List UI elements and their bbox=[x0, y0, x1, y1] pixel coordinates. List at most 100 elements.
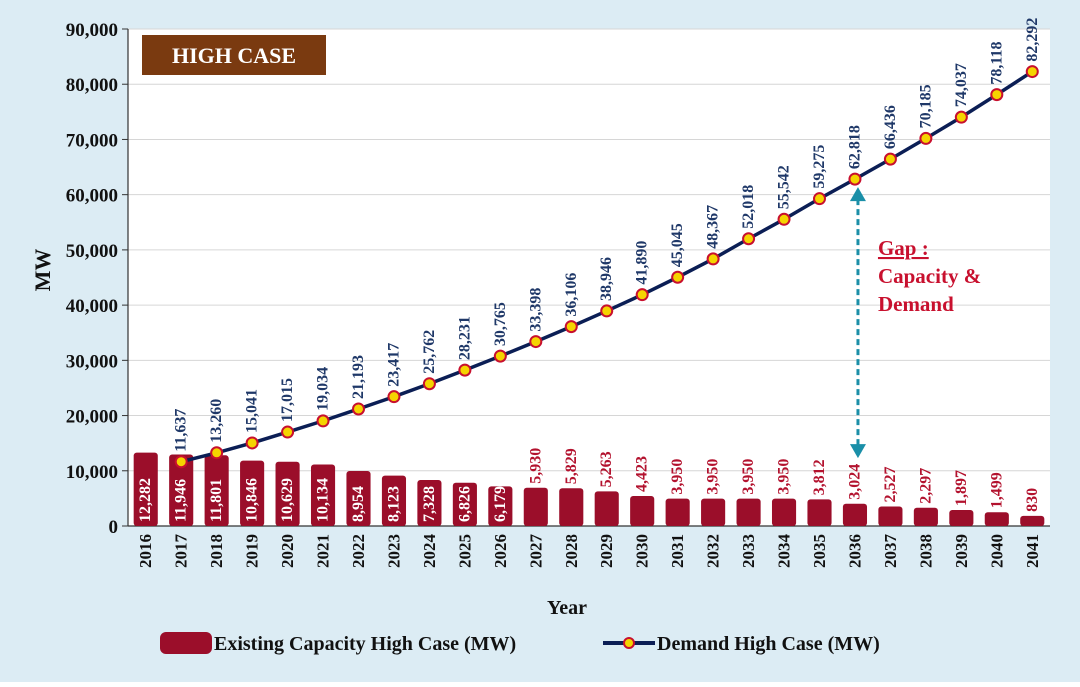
capacity-bar-label: 1,897 bbox=[953, 470, 970, 506]
x-tick-label: 2030 bbox=[633, 534, 652, 568]
axes: 0 10,000 20,000 30,000 40,000 50,000 60,000 70,… bbox=[66, 20, 1050, 568]
capacity-bar-label: 11,801 bbox=[208, 479, 225, 522]
x-tick-label: 2019 bbox=[243, 534, 262, 568]
legend-demand-label: Demand High Case (MW) bbox=[657, 633, 880, 655]
capacity-bar bbox=[1020, 515, 1045, 526]
demand-label: 41,890 bbox=[634, 241, 651, 285]
capacity-bar-label: 10,629 bbox=[279, 478, 296, 522]
demand-label: 30,765 bbox=[492, 302, 509, 346]
demand-point bbox=[387, 390, 401, 404]
capacity-bar bbox=[878, 506, 903, 526]
capacity-bar-label: 11,946 bbox=[173, 479, 190, 522]
demand-label: 70,185 bbox=[917, 84, 934, 128]
demand-point bbox=[210, 446, 224, 460]
legend-item-capacity: Existing Capacity High Case (MW) bbox=[160, 632, 516, 655]
demand-point bbox=[671, 270, 685, 284]
capacity-bar bbox=[310, 464, 336, 526]
capacity-bar-label: 3,950 bbox=[705, 459, 722, 495]
y-tick-label: 90,000 bbox=[66, 20, 118, 41]
capacity-bar-label: 10,846 bbox=[244, 478, 261, 522]
plot-area bbox=[128, 29, 1050, 526]
capacity-bar-label: 6,179 bbox=[492, 486, 509, 522]
y-tick-label: 40,000 bbox=[66, 296, 118, 317]
x-tick-label: 2021 bbox=[314, 534, 333, 568]
capacity-bar-label: 8,123 bbox=[385, 486, 402, 522]
demand-point bbox=[174, 455, 188, 469]
x-tick-label: 2026 bbox=[491, 534, 510, 568]
demand-label: 15,041 bbox=[244, 389, 261, 433]
x-axis-title: Year bbox=[547, 597, 587, 619]
x-tick-label: 2017 bbox=[172, 534, 191, 569]
demand-point bbox=[281, 425, 295, 439]
demand-label: 38,946 bbox=[598, 257, 615, 301]
capacity-bar bbox=[417, 480, 442, 526]
demand-point bbox=[316, 414, 330, 428]
x-tick-label: 2016 bbox=[136, 534, 155, 568]
capacity-bar bbox=[488, 486, 513, 526]
capacity-bar-label: 830 bbox=[1024, 488, 1041, 512]
capacity-bar-label: 3,024 bbox=[846, 464, 863, 500]
y-tick-label: 0 bbox=[109, 517, 119, 538]
x-tick-label: 2041 bbox=[1023, 534, 1042, 568]
capacity-bar bbox=[701, 498, 726, 526]
capacity-bars bbox=[133, 452, 1045, 526]
capacity-bar-label: 8,954 bbox=[350, 486, 367, 522]
gap-title: Gap : bbox=[878, 236, 929, 260]
demand-point bbox=[564, 320, 578, 334]
x-tick-label: 2036 bbox=[845, 534, 864, 568]
demand-point bbox=[883, 152, 897, 166]
x-tick-label: 2018 bbox=[207, 534, 226, 568]
capacity-bar bbox=[984, 512, 1009, 526]
demand-label: 52,018 bbox=[740, 185, 757, 229]
legend-capacity-swatch bbox=[160, 632, 212, 654]
x-tick-label: 2032 bbox=[704, 534, 723, 568]
x-tick-label: 2028 bbox=[562, 534, 581, 568]
x-tick-label: 2039 bbox=[952, 534, 971, 568]
high-case-badge-text: HIGH CASE bbox=[172, 43, 296, 68]
demand-label: 48,367 bbox=[705, 205, 722, 249]
demand-label: 25,762 bbox=[421, 330, 438, 374]
x-tick-label: 2022 bbox=[349, 534, 368, 568]
y-tick-label: 60,000 bbox=[66, 186, 118, 207]
x-tick-label: 2025 bbox=[455, 534, 474, 568]
capacity-bar-label: 6,826 bbox=[456, 486, 473, 522]
capacity-bar-label: 5,263 bbox=[598, 451, 615, 487]
demand-label: 78,118 bbox=[988, 41, 1005, 84]
x-tick-label: 2031 bbox=[668, 534, 687, 568]
x-tick-label: 2023 bbox=[384, 534, 403, 568]
y-tick-label: 20,000 bbox=[66, 407, 118, 428]
x-tick-label: 2020 bbox=[278, 534, 297, 568]
capacity-bar bbox=[913, 507, 938, 526]
capacity-bar-label: 2,297 bbox=[917, 468, 934, 504]
demand-label: 55,542 bbox=[776, 165, 793, 209]
demand-label: 13,260 bbox=[208, 399, 225, 443]
x-tick-label: 2037 bbox=[881, 534, 900, 569]
demand-label: 17,015 bbox=[279, 378, 296, 422]
capacity-bar-label: 3,950 bbox=[740, 459, 757, 495]
demand-point bbox=[706, 252, 720, 266]
capacity-bar-label: 5,930 bbox=[527, 448, 544, 484]
x-tick-label: 2033 bbox=[739, 534, 758, 568]
capacity-bar bbox=[346, 471, 371, 526]
demand-point bbox=[635, 288, 649, 302]
demand-point bbox=[919, 131, 933, 145]
capacity-bar bbox=[559, 488, 584, 526]
demand-point bbox=[352, 402, 365, 416]
demand-point bbox=[245, 436, 259, 450]
demand-point bbox=[493, 349, 507, 363]
demand-label: 23,417 bbox=[385, 343, 402, 387]
capacity-bar-label: 10,134 bbox=[315, 478, 332, 522]
y-tick-label: 80,000 bbox=[66, 75, 118, 96]
legend-demand-marker bbox=[623, 637, 635, 649]
x-tick-label: 2029 bbox=[597, 534, 616, 568]
capacity-bar bbox=[771, 498, 797, 526]
demand-point bbox=[458, 363, 472, 377]
legend-capacity-label: Existing Capacity High Case (MW) bbox=[214, 633, 516, 655]
capacity-bar bbox=[240, 460, 265, 526]
capacity-bar-label: 2,527 bbox=[882, 467, 899, 503]
y-tick-label: 10,000 bbox=[66, 462, 118, 483]
demand-label: 11,637 bbox=[173, 409, 190, 452]
demand-point bbox=[529, 335, 543, 349]
capacity-bar-labels: 12,282 11,946 11,801 10,846 10,629 10,134 8,95… bbox=[137, 448, 1041, 522]
